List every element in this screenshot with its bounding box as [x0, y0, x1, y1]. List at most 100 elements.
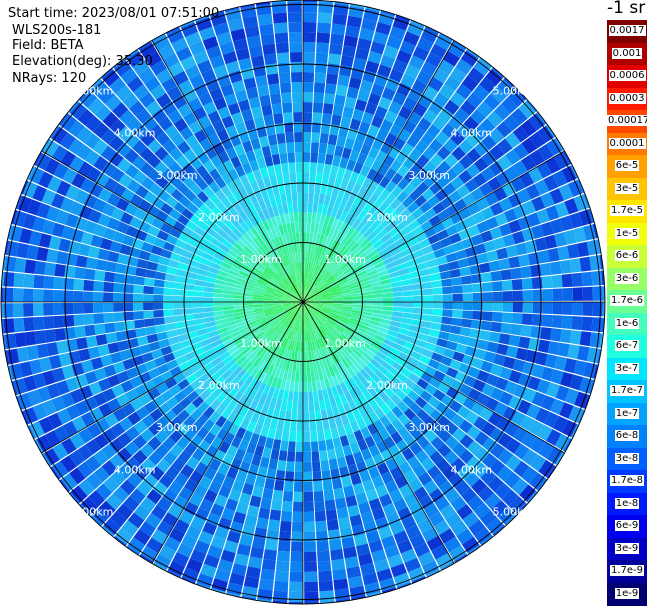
- beta-gate: [184, 351, 197, 361]
- beta-gate: [300, 292, 303, 302]
- beta-gate: [433, 68, 450, 84]
- beta-gate: [226, 273, 238, 281]
- beta-gate: [101, 460, 118, 476]
- beta-gate: [472, 379, 486, 393]
- beta-gate: [417, 261, 429, 271]
- beta-gate: [284, 294, 294, 299]
- beta-gate: [408, 219, 421, 231]
- beta-gate: [312, 304, 323, 308]
- beta-gate: [476, 220, 490, 234]
- beta-gate: [342, 106, 354, 119]
- beta-gate: [306, 262, 310, 273]
- beta-gate: [333, 578, 349, 591]
- beta-gate: [337, 404, 346, 416]
- beta-gate: [378, 96, 392, 110]
- beta-gate: [69, 102, 87, 120]
- beta-gate: [88, 490, 105, 508]
- beta-gate: [174, 321, 186, 329]
- beta-gate: [383, 154, 395, 168]
- beta-gate: [253, 306, 264, 310]
- elevation-label: Elevation(deg): 35.30: [12, 54, 153, 69]
- beta-gate: [356, 152, 368, 165]
- beta-gate: [109, 241, 123, 253]
- beta-gate: [246, 242, 256, 253]
- beta-gate: [231, 563, 247, 576]
- beta-gate: [309, 262, 314, 273]
- beta-gate: [258, 507, 271, 520]
- beta-gate: [197, 440, 211, 453]
- beta-gate: [124, 133, 140, 149]
- beta-gate: [319, 590, 335, 602]
- beta-gate: [97, 87, 115, 104]
- beta-gate: [173, 308, 184, 316]
- beta-gate: [310, 142, 320, 153]
- beta-gate: [319, 399, 326, 411]
- beta-gate: [188, 120, 203, 135]
- beta-gate: [33, 274, 45, 289]
- beta-gate: [401, 142, 414, 156]
- beta-gate: [407, 201, 420, 214]
- beta-gate: [135, 267, 147, 277]
- beta-gate: [288, 308, 296, 317]
- beta-gate: [93, 302, 104, 313]
- beta-gate: [329, 43, 343, 55]
- beta-gate: [124, 148, 139, 164]
- beta-gate: [257, 84, 270, 97]
- beta-gate: [305, 341, 309, 352]
- beta-gate: [204, 394, 216, 406]
- beta-gate: [448, 472, 464, 488]
- beta-gate: [381, 471, 394, 485]
- beta-gate: [384, 544, 400, 559]
- beta-gate: [414, 396, 428, 409]
- beta-gate: [439, 480, 454, 496]
- beta-gate: [510, 324, 522, 336]
- beta-gate: [298, 311, 302, 322]
- beta-gate: [342, 304, 353, 307]
- beta-gate: [356, 543, 371, 557]
- beta-gate: [273, 345, 281, 356]
- beta-gate: [333, 487, 345, 500]
- beta-gate: [129, 375, 143, 389]
- beta-gate: [65, 404, 81, 420]
- beta-gate: [314, 318, 321, 328]
- beta-gate: [425, 26, 439, 35]
- beta-gate: [215, 403, 227, 416]
- beta-gate: [109, 118, 126, 135]
- beta-gate: [217, 228, 229, 240]
- beta-gate: [286, 264, 293, 275]
- beta-gate: [368, 539, 384, 553]
- beta-gate: [222, 355, 234, 365]
- beta-gate: [60, 392, 75, 408]
- beta-gate: [16, 242, 29, 259]
- beta-gate: [80, 231, 94, 246]
- beta-gate: [361, 314, 372, 320]
- beta-gate: [504, 208, 518, 223]
- beta-gate: [309, 162, 318, 173]
- beta-gate: [346, 324, 357, 332]
- beta-gate: [380, 232, 392, 243]
- beta-gate: [163, 409, 177, 423]
- beta-gate: [538, 339, 550, 353]
- beta-gate: [243, 289, 254, 295]
- beta-gate: [349, 242, 360, 253]
- beta-gate: [288, 232, 294, 244]
- beta-gate: [71, 172, 86, 189]
- beta-gate: [403, 183, 416, 196]
- beta-gate: [277, 284, 287, 292]
- beta-gate: [246, 229, 256, 240]
- beta-gate: [277, 312, 287, 319]
- beta-gate: [258, 393, 268, 405]
- beta-gate: [486, 250, 499, 262]
- beta-gate: [366, 530, 381, 544]
- beta-gate: [316, 279, 325, 288]
- beta-gate: [62, 168, 78, 184]
- beta-gate: [113, 282, 124, 293]
- beta-gate: [189, 156, 203, 170]
- beta-gate: [335, 350, 345, 361]
- beta-gate: [193, 312, 205, 320]
- beta-gate: [36, 343, 49, 359]
- beta-gate: [210, 237, 222, 248]
- beta-gate: [263, 197, 272, 209]
- beta-gate: [275, 560, 290, 572]
